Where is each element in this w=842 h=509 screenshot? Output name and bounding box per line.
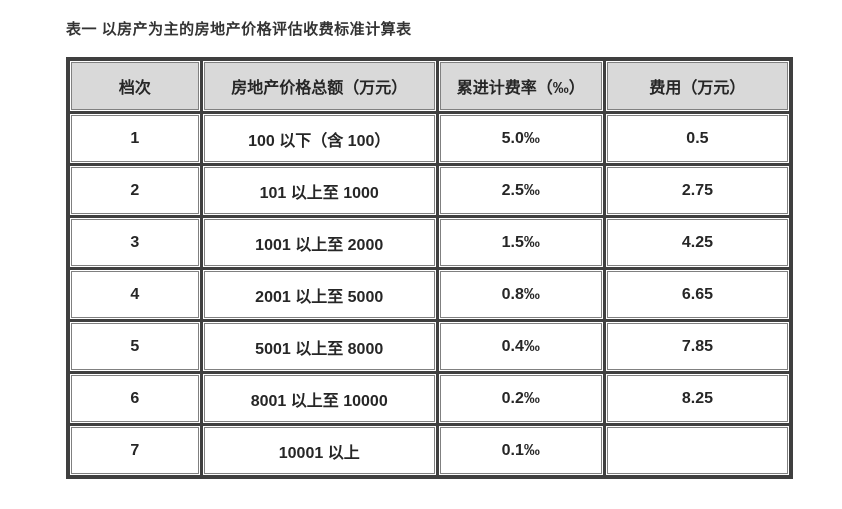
cell-rate: 0.2‰ (439, 375, 602, 422)
table-row: 1 100 以下（含 100） 5.0‰ 0.5 (71, 115, 788, 162)
header-row: 档次 房地产价格总额（万元） 累进计费率（‰） 费用（万元） (71, 62, 788, 110)
cell-rate: 2.5‰ (439, 167, 602, 214)
cell-fee: 6.65 (606, 271, 788, 318)
cell-total-price: 101 以上至 1000 (203, 167, 435, 214)
header-total-price: 房地产价格总额（万元） (203, 62, 435, 110)
fee-standard-table: 档次 房地产价格总额（万元） 累进计费率（‰） 费用（万元） 1 100 以下（… (66, 57, 793, 479)
table-row: 3 1001 以上至 2000 1.5‰ 4.25 (71, 219, 788, 266)
cell-rate: 5.0‰ (439, 115, 602, 162)
table-row: 4 2001 以上至 5000 0.8‰ 6.65 (71, 271, 788, 318)
cell-tier: 3 (71, 219, 199, 266)
cell-tier: 7 (71, 427, 199, 474)
cell-tier: 6 (71, 375, 199, 422)
header-tier: 档次 (71, 62, 199, 110)
cell-total-price: 10001 以上 (203, 427, 435, 474)
header-rate: 累进计费率（‰） (439, 62, 602, 110)
cell-total-price: 2001 以上至 5000 (203, 271, 435, 318)
cell-total-price: 100 以下（含 100） (203, 115, 435, 162)
cell-total-price: 1001 以上至 2000 (203, 219, 435, 266)
table-container: 档次 房地产价格总额（万元） 累进计费率（‰） 费用（万元） 1 100 以下（… (66, 57, 793, 479)
cell-fee: 4.25 (606, 219, 788, 266)
table-row: 7 10001 以上 0.1‰ (71, 427, 788, 474)
table-row: 2 101 以上至 1000 2.5‰ 2.75 (71, 167, 788, 214)
cell-tier: 5 (71, 323, 199, 370)
cell-fee: 0.5 (606, 115, 788, 162)
cell-total-price: 8001 以上至 10000 (203, 375, 435, 422)
table-row: 5 5001 以上至 8000 0.4‰ 7.85 (71, 323, 788, 370)
cell-rate: 0.1‰ (439, 427, 602, 474)
cell-rate: 0.8‰ (439, 271, 602, 318)
cell-fee (606, 427, 788, 474)
cell-fee: 8.25 (606, 375, 788, 422)
table-caption: 表一 以房产为主的房地产价格评估收费标准计算表 (66, 21, 412, 38)
cell-fee: 7.85 (606, 323, 788, 370)
cell-rate: 0.4‰ (439, 323, 602, 370)
header-fee: 费用（万元） (606, 62, 788, 110)
table-row: 6 8001 以上至 10000 0.2‰ 8.25 (71, 375, 788, 422)
cell-tier: 4 (71, 271, 199, 318)
cell-rate: 1.5‰ (439, 219, 602, 266)
cell-tier: 2 (71, 167, 199, 214)
cell-total-price: 5001 以上至 8000 (203, 323, 435, 370)
cell-fee: 2.75 (606, 167, 788, 214)
cell-tier: 1 (71, 115, 199, 162)
